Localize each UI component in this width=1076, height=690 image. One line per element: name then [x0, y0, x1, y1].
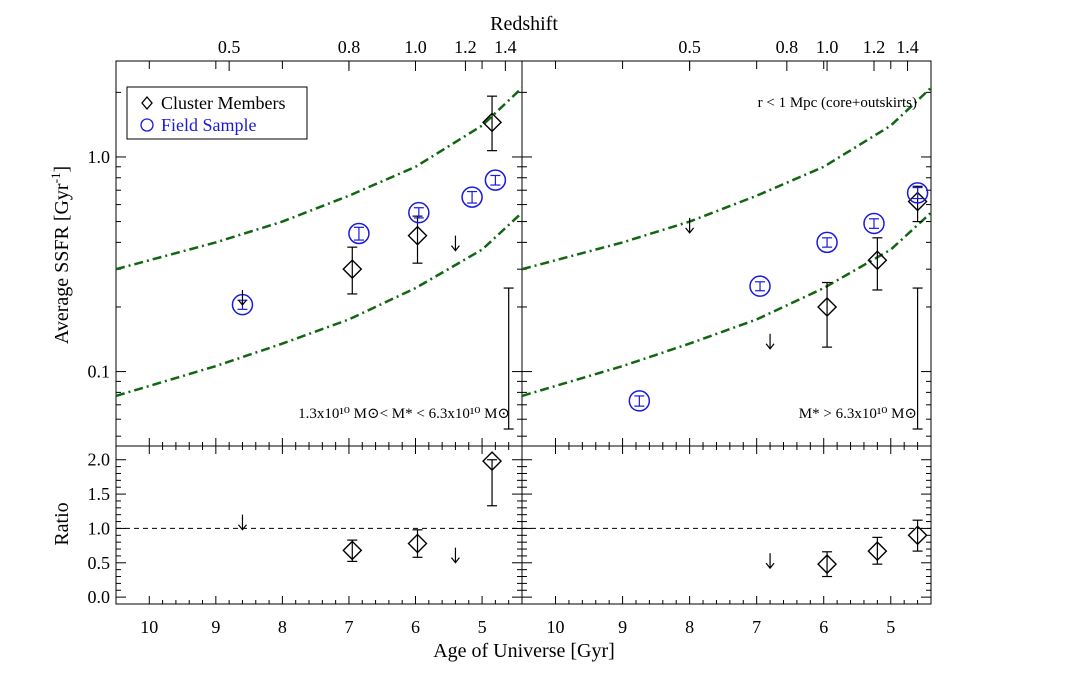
field-sample-point	[863, 212, 885, 235]
y-tick-label: 2.0	[88, 450, 111, 470]
x-tick-label: 5	[478, 617, 487, 637]
y-tick-label: 0.5	[88, 553, 111, 573]
upper-limit-arrowhead	[237, 524, 247, 531]
top-axis-title: Redshift	[490, 13, 558, 35]
left-mass-range-label: 1.3x10¹⁰ M⊙< M* < 6.3x10¹⁰ M⊙	[298, 406, 510, 422]
redshift-tick-label: 1.0	[404, 37, 427, 57]
cluster-member-point	[907, 191, 928, 212]
redshift-tick-label: 1.2	[454, 37, 477, 57]
model-band-curve	[115, 86, 523, 271]
field-sample-point	[816, 231, 838, 254]
x-tick-label: 8	[278, 617, 287, 637]
x-tick-label: 7	[344, 617, 353, 637]
redshift-tick-label: 0.5	[678, 37, 701, 57]
field-sample-point	[484, 169, 507, 191]
panel-frame	[115, 445, 523, 605]
ssfr-axis-title-close: ]	[51, 166, 73, 173]
redshift-tick-label: 1.4	[494, 37, 517, 57]
ratio-axis-title: Ratio	[51, 502, 73, 545]
panel-frames	[115, 60, 932, 605]
cluster-member-point	[342, 540, 363, 561]
cluster-member-point	[867, 250, 888, 271]
axis-ticks	[116, 61, 932, 604]
field-sample-point	[408, 201, 430, 224]
y-tick-label: 0.1	[88, 362, 111, 382]
field-sample-point	[749, 275, 771, 297]
right-mass-range-label: M* > 6.3x10¹⁰ M⊙	[799, 406, 917, 422]
ssfr-axis-title: Average SSFR [Gyr-1]	[48, 166, 73, 344]
field-sample-point	[348, 222, 370, 245]
y-tick-label: 1.0	[88, 518, 111, 538]
field-sample-point	[906, 182, 929, 204]
data-marks	[231, 95, 929, 578]
upper-limit-arrowhead	[237, 299, 247, 306]
legend-circle-marker	[140, 118, 154, 132]
upper-limit-arrowhead	[450, 557, 460, 564]
x-tick-label: 9	[618, 617, 627, 637]
redshift-tick-label: 1.4	[896, 37, 919, 57]
x-tick-label: 10	[140, 617, 158, 637]
panel-frame	[521, 445, 932, 605]
model-band-curve	[521, 211, 932, 398]
x-tick-label: 5	[886, 617, 895, 637]
x-tick-label: 7	[752, 617, 761, 637]
x-tick-label: 8	[685, 617, 694, 637]
x-tick-label: 6	[819, 617, 828, 637]
cluster-member-point	[867, 541, 888, 562]
cluster-member-point	[342, 259, 363, 280]
bottom-axis-title: Age of Universe [Gyr]	[433, 640, 615, 662]
upper-limit-arrowhead	[450, 245, 460, 252]
x-tick-label: 9	[211, 617, 220, 637]
ssfr-axis-title-exp: -1	[48, 173, 63, 184]
cluster-member-point	[482, 112, 503, 133]
legend-box	[126, 86, 308, 140]
y-tick-label: 1.0	[88, 147, 111, 167]
upper-limit-arrowhead	[765, 343, 775, 350]
model-band-curve	[115, 211, 523, 398]
redshift-tick-label: 0.8	[338, 37, 361, 57]
redshift-tick-label: 1.2	[863, 37, 886, 57]
redshift-tick-label: 0.8	[776, 37, 799, 57]
model-band-curve	[521, 86, 932, 271]
redshift-tick-label: 1.0	[816, 37, 839, 57]
legend-cluster-label: Cluster Members	[161, 93, 285, 113]
cluster-member-point	[817, 554, 838, 575]
cluster-member-point	[407, 533, 428, 554]
ssfr-axis-title-main: Average SSFR [Gyr	[51, 183, 73, 344]
model-bands	[115, 86, 932, 398]
x-tick-label: 10	[547, 617, 565, 637]
y-tick-label: 1.5	[88, 484, 111, 504]
legend-field-label: Field Sample	[161, 115, 257, 135]
x-tick-label: 6	[411, 617, 420, 637]
tick-labels: 0.5 0.8 1.0 1.2 1.4 0.1 1.0 0.5 0.8 1.0 1.2 1.4 10 9 8…	[88, 37, 919, 637]
right-radius-note: r < 1 Mpc (core+outskirts)	[758, 95, 917, 111]
cluster-member-point	[817, 296, 838, 317]
cluster-member-point	[907, 525, 928, 546]
cluster-member-point	[407, 225, 428, 246]
upper-limit-arrowhead	[685, 227, 695, 234]
y-tick-label: 0.0	[88, 587, 111, 607]
legend-diamond-marker	[141, 95, 153, 111]
legend: Cluster Members Field Sample	[126, 86, 308, 140]
field-sample-point	[461, 186, 483, 208]
redshift-tick-label: 0.5	[218, 37, 241, 57]
upper-limit-arrowhead	[765, 562, 775, 570]
field-sample-point	[628, 390, 651, 412]
cluster-member-point	[482, 451, 503, 472]
